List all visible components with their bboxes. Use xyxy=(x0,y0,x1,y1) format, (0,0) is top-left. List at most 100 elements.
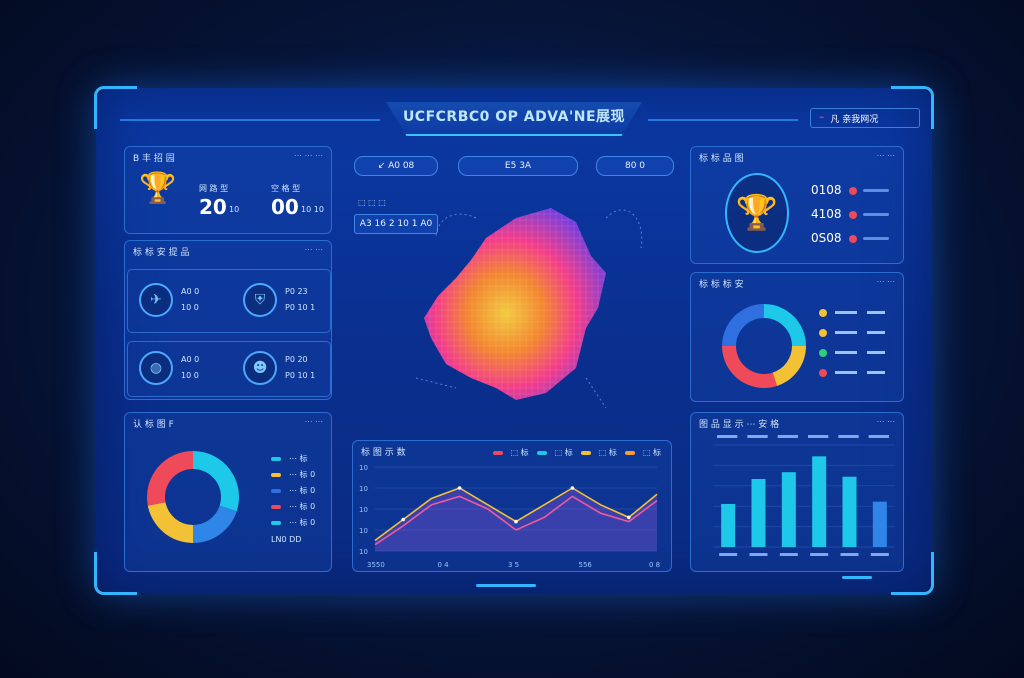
frame-corner xyxy=(891,552,934,595)
y-tick: 10 xyxy=(359,527,368,535)
legend-swatch xyxy=(271,504,281,509)
sub-tab-filter[interactable]: A3 16 2 10 1 A0 xyxy=(354,214,438,234)
panel-right-mid: 标 标 标 安 ⋯ ⋯ xyxy=(690,272,904,402)
legend-dot xyxy=(819,329,827,337)
panel-title: 标 标 品 图 xyxy=(699,154,744,164)
legend-item: ⋯ 标 0 xyxy=(271,469,315,480)
right-donut-chart xyxy=(722,304,806,388)
status-dot xyxy=(849,211,857,219)
bar-3[interactable] xyxy=(812,456,827,547)
panel-title: 图 品 显 示 ⋯ 安 格 xyxy=(699,420,780,430)
panel-more[interactable]: ⋯ ⋯ xyxy=(876,417,895,426)
row-bar xyxy=(863,213,889,216)
row-label: 4108 xyxy=(811,207,842,221)
panel-more[interactable]: ⋯ ⋯ xyxy=(304,245,323,254)
line-chart: 10 10 10 10 10 3550 0 4 3 5 556 0 8 xyxy=(359,464,660,569)
panel-more[interactable]: ⋯ ⋯ xyxy=(304,417,323,426)
panel-title: 标 标 安 提 品 xyxy=(133,248,190,258)
bar-5[interactable] xyxy=(872,501,887,547)
bar-legend-tick xyxy=(868,435,889,438)
metric-value: 00 xyxy=(271,195,299,219)
status-box[interactable]: ⌁ 凡 亲我网况 xyxy=(810,108,920,128)
right-donut-slice-3[interactable] xyxy=(722,304,764,346)
chart-legend: ⬚ 标 ⬚ 标 ⬚ 标 ⬚ 标 xyxy=(492,447,661,458)
panel-left-mid: 标 标 安 提 品 ⋯ ⋯ ✈ A0 0 10 0 ⛨ P0 23 P0 10 … xyxy=(124,240,332,400)
map-boundary xyxy=(415,209,643,409)
row-bar xyxy=(863,237,889,240)
stat-label: A0 0 xyxy=(181,287,200,296)
panel-more[interactable]: ⋯ ⋯ xyxy=(876,277,895,286)
bar-4[interactable] xyxy=(842,476,857,547)
trophy-icon: 🏆 xyxy=(725,173,789,253)
tab-region[interactable]: ↙ A0 08 xyxy=(354,156,438,176)
panel-more[interactable]: ⋯ ⋯ ⋯ xyxy=(293,151,323,160)
bar-x-label xyxy=(840,553,859,556)
panel-title: 标 标 标 安 xyxy=(699,280,744,290)
line-point[interactable] xyxy=(570,486,575,490)
metric-label: 网 路 型 xyxy=(199,184,229,193)
left-donut-slice-3[interactable] xyxy=(147,451,193,506)
legend-item: ⋯ 标 0 xyxy=(271,501,315,512)
x-tick: 3 5 xyxy=(508,561,519,569)
bar-x-label xyxy=(810,553,829,556)
status-dot xyxy=(849,187,857,195)
tab-detail[interactable]: 80 0 xyxy=(596,156,674,176)
legend-swatch xyxy=(271,520,281,525)
panel-title: B 丰 招 园 xyxy=(133,154,175,164)
heat-map xyxy=(415,208,643,409)
panel-left-bottom: 认 标 图 F ⋯ ⋯ ⋯ 标 ⋯ 标 0 ⋯ 标 0 ⋯ 标 0 ⋯ 标 0 … xyxy=(124,412,332,572)
right-donut-slice-1[interactable] xyxy=(772,346,806,386)
header-line xyxy=(120,119,380,121)
legend-swatch xyxy=(624,450,635,455)
legend-bar xyxy=(835,331,857,334)
trophy-icon: 🏆 xyxy=(139,171,177,206)
frame-corner xyxy=(94,552,137,595)
line-point[interactable] xyxy=(514,519,518,524)
status-text: 凡 亲我网况 xyxy=(830,114,879,125)
legend-bar xyxy=(835,371,857,374)
stat-label: A0 0 xyxy=(181,355,200,364)
bottom-accent xyxy=(842,576,872,579)
legend-bar xyxy=(835,311,857,314)
bar-1[interactable] xyxy=(751,479,766,547)
legend-item: ⋯ 标 xyxy=(271,453,308,464)
left-donut-chart xyxy=(147,451,239,543)
line-point[interactable] xyxy=(627,515,631,520)
legend-swatch xyxy=(492,450,503,455)
x-tick: 556 xyxy=(579,561,593,569)
left-donut-slice-1[interactable] xyxy=(193,505,237,543)
legend-item: ⋯ 标 0 xyxy=(271,485,315,496)
metric-label: 空 格 型 xyxy=(271,184,301,193)
y-tick: 10 xyxy=(359,506,368,514)
legend-dot xyxy=(819,349,827,357)
metric-unit: 10 xyxy=(229,205,240,214)
shield-icon: ⛨ xyxy=(243,283,277,317)
panel-right-bottom: 图 品 显 示 ⋯ 安 格 ⋯ ⋯ xyxy=(690,412,904,572)
legend-swatch xyxy=(271,488,281,493)
stat-label: P0 20 xyxy=(285,355,308,364)
panel-title: 标 图 示 数 xyxy=(361,448,406,458)
bar-0[interactable] xyxy=(721,503,736,547)
left-donut-slice-2[interactable] xyxy=(147,502,193,543)
bottom-accent xyxy=(476,584,536,587)
line-series-1[interactable] xyxy=(374,495,658,546)
tab-overview[interactable]: E5 3A xyxy=(458,156,578,176)
line-area xyxy=(375,488,657,551)
left-donut-slice-0[interactable] xyxy=(193,451,239,512)
panel-more[interactable]: ⋯ ⋯ xyxy=(876,151,895,160)
map-legend: ⬚ ⬚ ⬚ xyxy=(358,198,386,207)
legend-swatch xyxy=(580,450,591,455)
right-donut-slice-0[interactable] xyxy=(764,304,806,346)
bar-x-label xyxy=(719,553,738,556)
bar-legend-tick xyxy=(777,435,798,438)
panel-title: 认 标 图 F xyxy=(133,420,174,430)
person-icon: ☻ xyxy=(243,351,277,385)
header-frame xyxy=(386,102,642,136)
right-donut-slice-2[interactable] xyxy=(722,346,777,388)
legend-bar xyxy=(867,311,885,314)
line-point[interactable] xyxy=(457,486,462,490)
bar-legend-tick xyxy=(808,435,829,438)
line-point[interactable] xyxy=(401,517,405,522)
x-tick: 0 4 xyxy=(438,561,450,569)
bar-2[interactable] xyxy=(781,472,796,547)
